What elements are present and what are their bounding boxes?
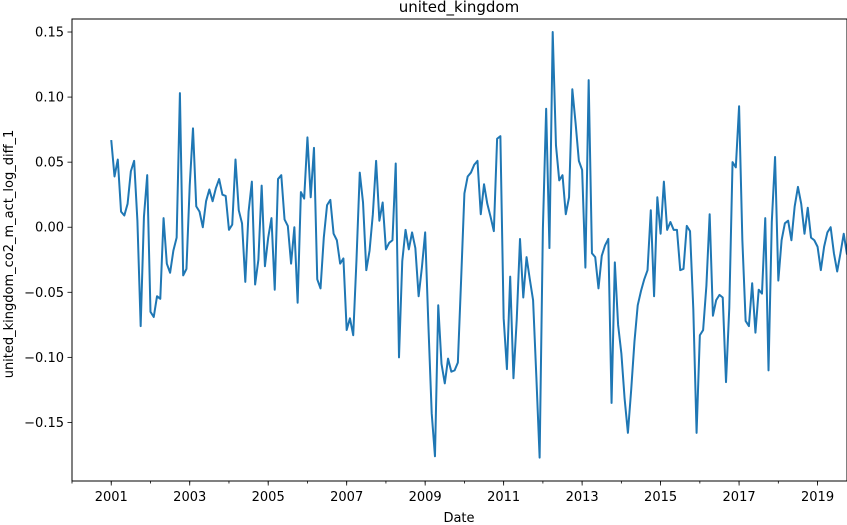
x-tick-label: 2011 xyxy=(487,490,520,505)
y-tick-label: 0.05 xyxy=(35,156,64,171)
y-axis-ticks: 0.15 0.10 0.05 0.00 −0.05 −0.10 −0.15 xyxy=(24,26,72,431)
y-tick-label: 0.00 xyxy=(35,221,64,236)
series-layer xyxy=(110,31,847,459)
x-tick-label: 2015 xyxy=(644,490,677,505)
y-axis-title: united_kingdom_co2_m_act_log_diff_1 xyxy=(2,130,17,379)
x-tick-label: 2007 xyxy=(330,490,363,505)
y-tick-label: −0.15 xyxy=(24,416,64,431)
x-axis-ticks: 2001 2003 2005 2007 2009 2011 2013 2015 2017 2019 xyxy=(71,481,834,505)
series-line xyxy=(110,31,847,459)
y-tick-label: −0.05 xyxy=(24,286,64,301)
plot-frame xyxy=(71,18,847,482)
y-tick-label: 0.10 xyxy=(35,91,64,106)
x-axis-title: Date xyxy=(443,511,474,525)
y-tick-label: 0.15 xyxy=(35,26,64,41)
x-tick-label: 2003 xyxy=(173,490,206,505)
y-tick-label: −0.10 xyxy=(24,351,64,366)
x-tick-label: 2009 xyxy=(409,490,442,505)
x-tick-label: 2001 xyxy=(95,490,128,505)
x-tick-label: 2013 xyxy=(566,490,599,505)
x-tick-label: 2005 xyxy=(252,490,285,505)
x-tick-label: 2019 xyxy=(801,490,834,505)
x-tick-label: 2017 xyxy=(723,490,756,505)
chart-title: united_kingdom xyxy=(399,0,520,17)
